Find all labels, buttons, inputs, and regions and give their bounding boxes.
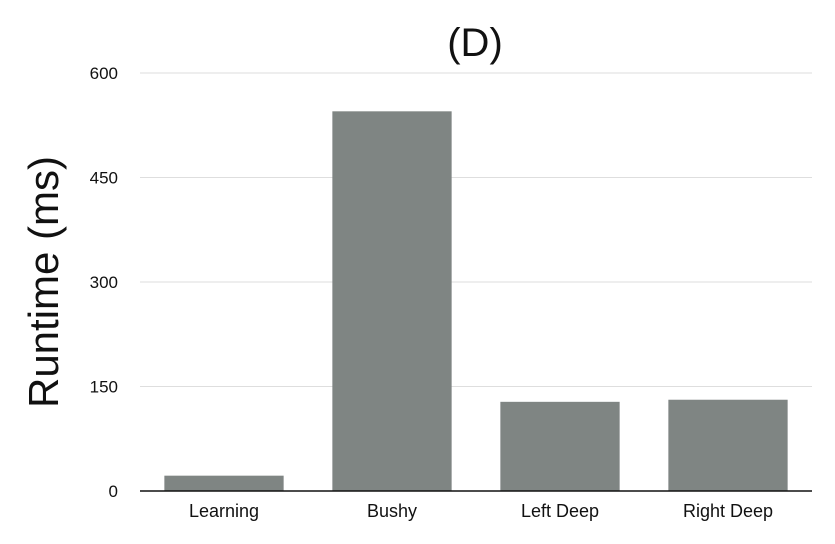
bar bbox=[668, 399, 788, 491]
y-tick-label: 600 bbox=[90, 64, 118, 83]
bar bbox=[164, 475, 284, 491]
x-tick-label: Left Deep bbox=[521, 501, 599, 521]
chart-title: (D) bbox=[447, 21, 503, 65]
gridlines bbox=[140, 72, 812, 387]
bar bbox=[332, 111, 452, 492]
y-axis-label: Runtime (ms) bbox=[20, 156, 67, 408]
x-tick-label: Right Deep bbox=[683, 501, 773, 521]
x-tick-label: Learning bbox=[189, 501, 259, 521]
y-tick-label: 150 bbox=[90, 378, 118, 397]
y-tick-label: 450 bbox=[90, 169, 118, 188]
y-tick-label: 300 bbox=[90, 273, 118, 292]
bar bbox=[500, 401, 620, 491]
y-tick-labels: 0 150 300 450 600 bbox=[90, 64, 118, 501]
x-tick-label: Bushy bbox=[367, 501, 417, 521]
bars bbox=[164, 111, 788, 492]
x-tick-labels: Learning Bushy Left Deep Right Deep bbox=[189, 501, 773, 521]
y-tick-label: 0 bbox=[109, 482, 118, 501]
